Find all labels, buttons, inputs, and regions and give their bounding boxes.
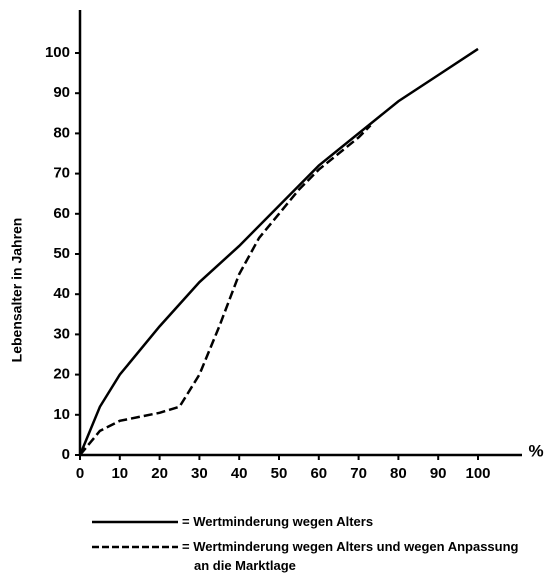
y-tick-label: 70 xyxy=(53,165,70,182)
x-tick-label: 40 xyxy=(231,465,248,482)
y-tick-label: 100 xyxy=(45,44,70,61)
y-tick-label: 20 xyxy=(53,366,70,383)
y-tick-label: 60 xyxy=(53,205,70,222)
x-tick-label: 100 xyxy=(465,465,490,482)
y-tick-label: 90 xyxy=(53,84,70,101)
x-tick-label: 30 xyxy=(191,465,208,482)
y-tick-label: 50 xyxy=(53,245,70,262)
x-axis-label: % xyxy=(528,441,543,460)
y-tick-label: 80 xyxy=(53,124,70,141)
legend-entry: = Wertminderung wegen Alters xyxy=(182,514,374,529)
x-tick-label: 70 xyxy=(350,465,367,482)
x-tick-label: 60 xyxy=(310,465,327,482)
y-tick-label: 40 xyxy=(53,285,70,302)
y-tick-label: 0 xyxy=(62,446,70,463)
series-line xyxy=(79,124,372,456)
y-axis-label: Lebensalter in Jahren xyxy=(9,218,25,363)
x-tick-label: 80 xyxy=(390,465,407,482)
series-line xyxy=(78,47,479,456)
y-tick-label: 10 xyxy=(53,406,70,423)
x-tick-label: 10 xyxy=(111,465,128,482)
y-tick-label: 30 xyxy=(53,325,70,342)
x-tick-label: 90 xyxy=(430,465,447,482)
legend-entry: = Wertminderung wegen Alters und wegen A… xyxy=(182,539,519,573)
x-tick-label: 0 xyxy=(76,465,84,482)
x-tick-label: 20 xyxy=(151,465,168,482)
x-tick-label: 50 xyxy=(271,465,288,482)
